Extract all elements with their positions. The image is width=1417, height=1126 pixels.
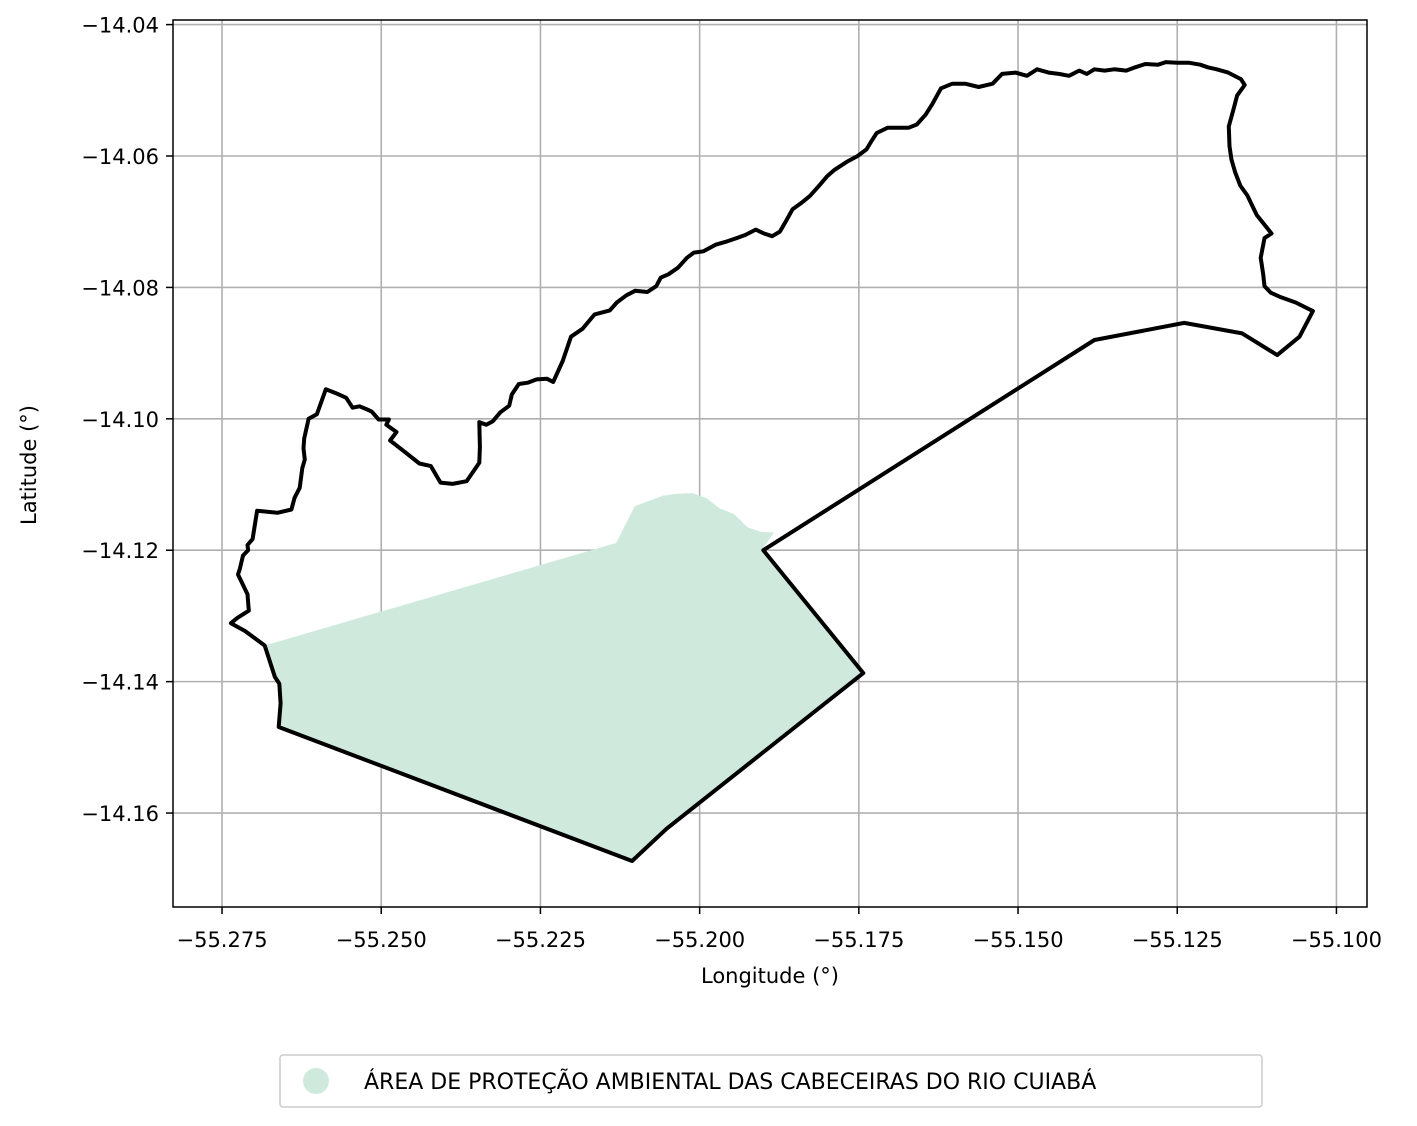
x-tick-label: −55.175 (813, 928, 904, 952)
x-tick-label: −55.200 (654, 928, 745, 952)
y-axis-ticks: −14.04 −14.06 −14.08 −14.10 −14.12 −14.14 −14.… (81, 14, 173, 826)
municipality-boundary (228, 60, 1315, 863)
legend-box (279, 1054, 1263, 1108)
x-tick-label: −55.125 (1132, 928, 1223, 952)
x-tick-label: −55.275 (176, 928, 267, 952)
x-axis-ticks: −55.275 −55.250 −55.225 −55.200 −55.175 −55.1… (176, 907, 1382, 952)
y-tick-label: −14.14 (81, 671, 159, 695)
y-tick-label: −14.16 (81, 802, 159, 826)
protected-area-polygon (264, 493, 864, 861)
legend-marker-protected-area (303, 1068, 329, 1094)
x-axis-title: Longitude (°) (701, 964, 839, 988)
y-tick-label: −14.10 (81, 408, 159, 432)
legend-label-protected-area: ÁREA DE PROTEÇÃO AMBIENTAL DAS CABECEIRA… (364, 1068, 1096, 1095)
x-tick-label: −55.250 (336, 928, 427, 952)
x-tick-label: −55.100 (1291, 928, 1382, 952)
map-layer (228, 60, 1315, 863)
y-tick-label: −14.12 (81, 539, 159, 563)
y-tick-label: −14.04 (81, 14, 159, 38)
y-tick-label: −14.08 (81, 276, 159, 300)
x-tick-label: −55.225 (495, 928, 586, 952)
axes-frame (172, 19, 1368, 908)
y-tick-label: −14.06 (81, 145, 159, 169)
legend: ÁREA DE PROTEÇÃO AMBIENTAL DAS CABECEIRA… (279, 1054, 1263, 1108)
y-axis-title: Latitude (°) (17, 405, 41, 525)
x-tick-label: −55.150 (972, 928, 1063, 952)
